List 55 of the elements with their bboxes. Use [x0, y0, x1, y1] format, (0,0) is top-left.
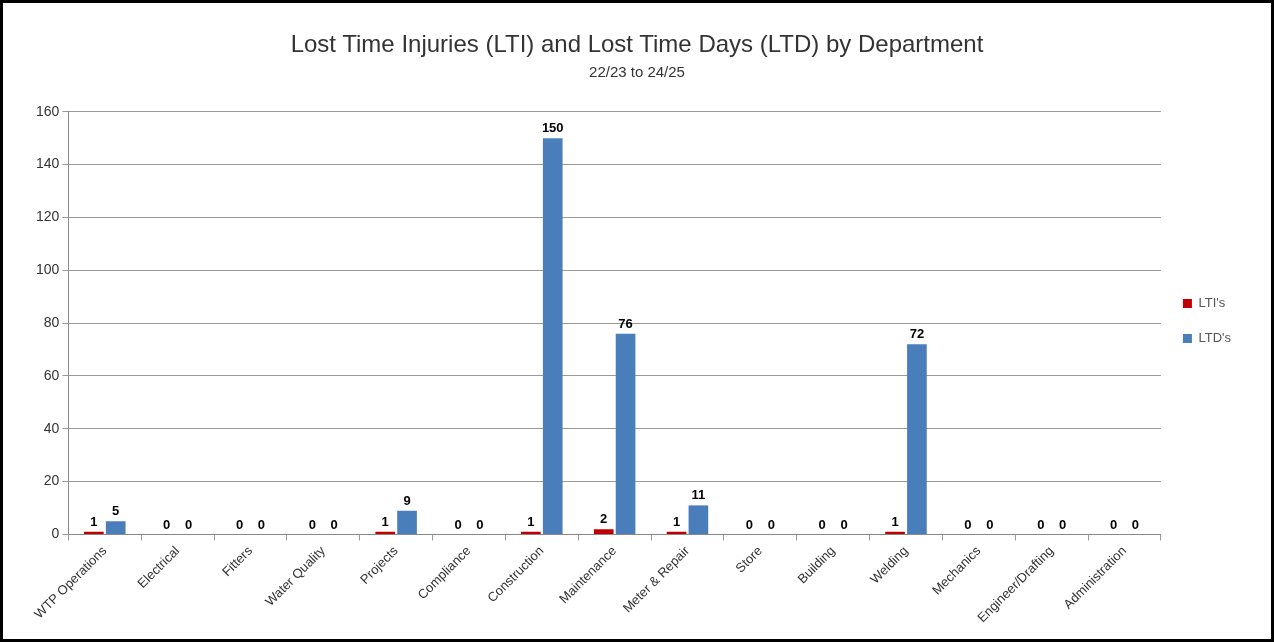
legend-label: LTD's: [1198, 330, 1232, 346]
data-label: 0: [745, 516, 754, 532]
data-label: 1: [527, 513, 535, 529]
legend-label: LTI's: [1198, 295, 1226, 311]
data-label: 0: [1109, 516, 1118, 532]
data-label: 1: [672, 513, 681, 529]
data-label: 2: [600, 511, 608, 527]
y-tick-label: 60: [43, 366, 60, 383]
data-label: 0: [184, 516, 193, 532]
bar: [84, 531, 104, 534]
data-label: 11: [691, 487, 706, 503]
data-label: 150: [541, 120, 564, 136]
data-label: 0: [840, 516, 848, 532]
data-label: 5: [112, 503, 120, 519]
data-label: 0: [986, 516, 994, 532]
bar: [542, 138, 563, 534]
bar: [885, 531, 905, 534]
data-label: 0: [257, 516, 265, 532]
data-label: 0: [476, 516, 484, 532]
y-tick-label: 40: [43, 419, 60, 436]
data-label: 1: [90, 513, 98, 529]
data-label: 1: [381, 513, 389, 529]
bar: [666, 531, 687, 534]
data-label: 0: [1058, 516, 1067, 532]
data-label: 0: [308, 516, 316, 532]
data-label: 0: [964, 516, 972, 532]
chart-subtitle: 22/23 to 24/25: [589, 62, 685, 80]
data-label: 0: [454, 516, 462, 532]
data-label: 9: [403, 492, 411, 508]
bar: [397, 510, 417, 534]
bar: [615, 333, 636, 534]
bar: [521, 531, 541, 534]
y-tick-label: 140: [36, 155, 60, 172]
y-tick-label: 20: [43, 472, 60, 489]
data-label: 0: [818, 516, 826, 532]
y-tick-label: 0: [51, 525, 60, 542]
y-tick-label: 100: [36, 261, 60, 278]
data-label: 0: [330, 516, 338, 532]
data-label: 0: [235, 516, 244, 532]
y-tick-label: 80: [43, 313, 60, 330]
bar: [375, 531, 396, 534]
data-label: 0: [1131, 516, 1140, 532]
data-label: 76: [618, 315, 633, 331]
bar: [688, 505, 709, 534]
data-label: 1: [891, 513, 899, 529]
data-label: 0: [767, 516, 775, 532]
data-label: 72: [909, 326, 925, 342]
data-label: 0: [163, 516, 171, 532]
chart-title: Lost Time Injuries (LTI) and Lost Time Days (LTD) by Department: [290, 30, 984, 58]
data-label: 0: [1037, 516, 1045, 532]
bar: [593, 529, 614, 534]
bar: [105, 521, 126, 534]
y-tick-label: 120: [36, 208, 60, 225]
y-tick-label: 160: [36, 102, 60, 119]
bar: [907, 344, 927, 534]
